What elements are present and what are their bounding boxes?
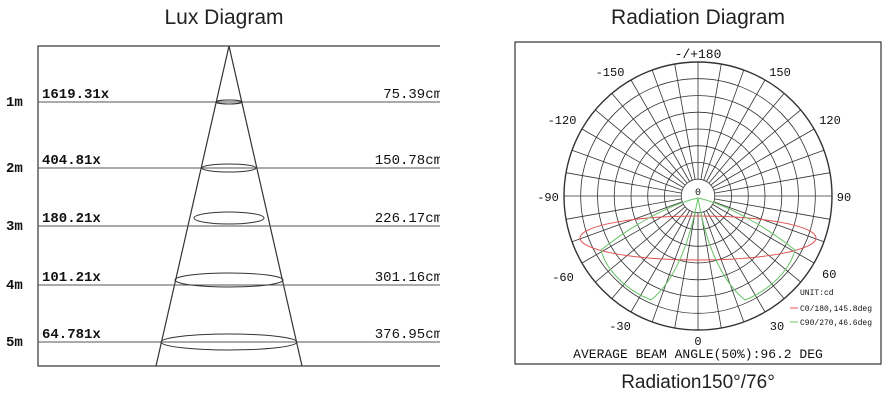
polar-spoke bbox=[611, 208, 688, 299]
angle-label-90: 90 bbox=[837, 191, 851, 205]
polar-spoke bbox=[630, 79, 690, 182]
angle-label-neg120: -120 bbox=[548, 114, 577, 128]
spot-ellipse-5m bbox=[160, 333, 298, 351]
polar-spoke bbox=[700, 63, 722, 180]
polar-spoke bbox=[581, 204, 684, 264]
polar-spoke bbox=[565, 172, 682, 194]
lux-diagram: 1m 1619.31x 75.39cm 2m 404.81x 150.78cm … bbox=[6, 45, 440, 367]
lux-value-4m: 101.21x bbox=[42, 270, 101, 286]
polar-spoke bbox=[674, 63, 696, 180]
average-beam-angle: AVERAGE BEAM ANGLE(50%):96.2 DEG bbox=[573, 347, 823, 362]
angle-label-180: -/+180 bbox=[675, 47, 722, 62]
angle-label-neg30: -30 bbox=[609, 320, 631, 334]
legend-c90: C90/270,46.6deg bbox=[800, 319, 872, 328]
polar-spoke bbox=[713, 201, 825, 243]
polar-spoke bbox=[651, 211, 693, 323]
polar-spoke bbox=[571, 149, 683, 191]
polar-spoke bbox=[611, 93, 688, 184]
angle-label-neg60: -60 bbox=[552, 271, 574, 285]
spot-ellipse-2m bbox=[201, 163, 257, 173]
radiation-diagram: -/+180 -150 150 -120 120 -90 90 -60 60 -… bbox=[514, 41, 882, 365]
polar-spoke bbox=[714, 172, 831, 194]
legend-unit: UNIT:cd bbox=[800, 289, 834, 298]
distance-label-3m: 3m bbox=[6, 219, 23, 235]
radiation-caption: Radiation150°/76° bbox=[621, 372, 775, 393]
angle-label-0: 0 bbox=[694, 335, 701, 349]
lux-value-3m: 180.21x bbox=[42, 211, 101, 227]
diameter-value-5m: 376.95cm bbox=[375, 327, 440, 343]
diameter-value-3m: 226.17cm bbox=[375, 211, 440, 227]
polar-spoke bbox=[706, 210, 766, 313]
angle-label-neg150: -150 bbox=[596, 66, 625, 80]
radiation-frame bbox=[514, 41, 882, 365]
polar-spoke bbox=[712, 128, 815, 188]
distance-label-2m: 2m bbox=[6, 161, 23, 177]
polar-spoke bbox=[595, 109, 686, 186]
angle-label-150: 150 bbox=[769, 66, 791, 80]
c0-distribution-curve bbox=[579, 215, 817, 261]
polar-spoke bbox=[571, 201, 683, 243]
polar-spoke bbox=[651, 69, 693, 181]
polar-spoke bbox=[713, 149, 825, 191]
radiation-diagram-title: Radiation Diagram bbox=[611, 6, 785, 29]
distance-label-5m: 5m bbox=[6, 335, 23, 351]
distance-label-4m: 4m bbox=[6, 278, 23, 294]
polar-spoke bbox=[712, 204, 815, 264]
lux-value-1m: 1619.31x bbox=[42, 87, 110, 103]
spot-ellipse-4m bbox=[174, 272, 284, 288]
angle-label-120: 120 bbox=[819, 114, 841, 128]
polar-spoke bbox=[674, 212, 696, 329]
distance-label-1m: 1m bbox=[6, 95, 23, 111]
lux-diagram-title: Lux Diagram bbox=[164, 6, 284, 29]
polar-spoke bbox=[710, 109, 801, 186]
polar-spoke bbox=[703, 211, 745, 323]
lux-value-5m: 64.781x bbox=[42, 327, 101, 343]
angle-label-30: 30 bbox=[770, 320, 784, 334]
spot-ellipse-3m bbox=[193, 211, 265, 225]
polar-spoke bbox=[708, 93, 785, 184]
legend-c0: C0/180,145.8deg bbox=[800, 305, 872, 314]
diameter-value-2m: 150.78cm bbox=[375, 153, 440, 169]
diameter-value-4m: 301.16cm bbox=[375, 270, 440, 286]
spot-ellipse-1m bbox=[215, 99, 243, 105]
lux-value-2m: 404.81x bbox=[42, 153, 101, 169]
polar-spoke bbox=[700, 212, 722, 329]
polar-spoke bbox=[714, 198, 831, 220]
lux-frame bbox=[37, 45, 440, 367]
polar-spoke bbox=[706, 79, 766, 182]
diameter-value-1m: 75.39cm bbox=[383, 87, 440, 103]
c90-distribution-curve bbox=[600, 197, 796, 301]
polar-spoke bbox=[581, 128, 684, 188]
polar-spoke bbox=[630, 210, 690, 313]
polar-spoke bbox=[708, 208, 785, 299]
polar-spoke bbox=[703, 69, 745, 181]
beam-cone-left bbox=[155, 45, 230, 367]
angle-label-60: 60 bbox=[822, 268, 836, 282]
center-label-0: 0 bbox=[695, 188, 701, 199]
polar-spoke bbox=[565, 198, 682, 220]
angle-label-neg90: -90 bbox=[537, 191, 559, 205]
beam-cone-right bbox=[228, 45, 303, 367]
polar-grid bbox=[563, 61, 833, 331]
